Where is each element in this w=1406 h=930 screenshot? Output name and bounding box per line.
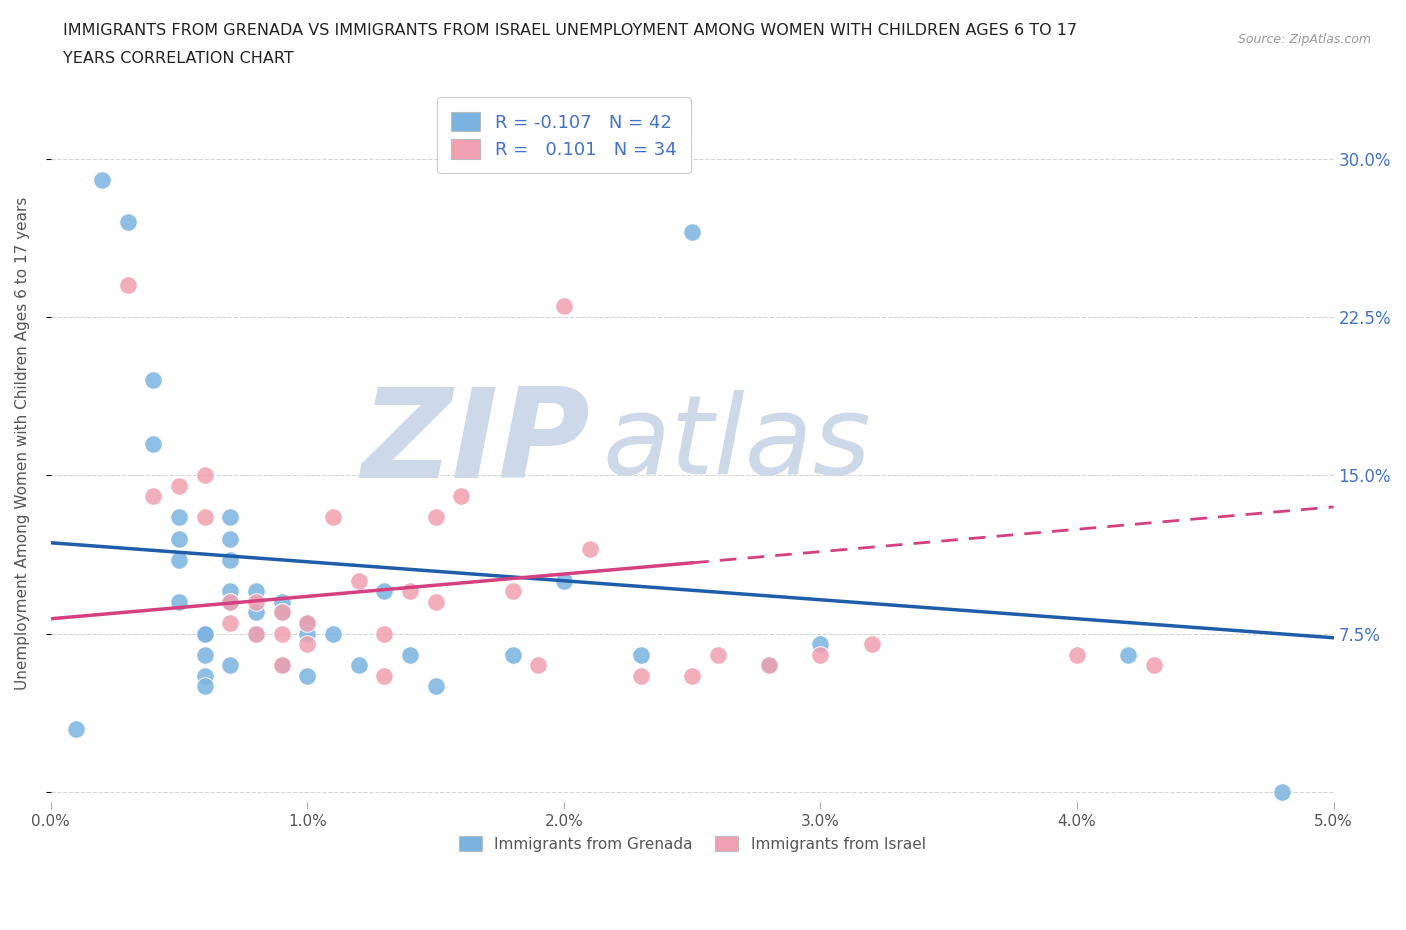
Point — [167, 531, 190, 546]
Point — [810, 647, 832, 662]
Point — [219, 531, 242, 546]
Point — [194, 626, 217, 641]
Point — [194, 468, 217, 483]
Point — [245, 626, 267, 641]
Point — [167, 510, 190, 525]
Point — [502, 647, 524, 662]
Text: YEARS CORRELATION CHART: YEARS CORRELATION CHART — [63, 51, 294, 66]
Point — [1143, 658, 1166, 672]
Point — [810, 637, 832, 652]
Point — [399, 584, 422, 599]
Point — [347, 573, 370, 588]
Point — [758, 658, 780, 672]
Text: atlas: atlas — [602, 390, 870, 497]
Point — [450, 489, 472, 504]
Text: ZIP: ZIP — [361, 383, 589, 504]
Point — [553, 299, 575, 313]
Point — [399, 647, 422, 662]
Point — [425, 679, 447, 694]
Point — [297, 637, 319, 652]
Point — [630, 669, 652, 684]
Point — [373, 669, 395, 684]
Point — [553, 573, 575, 588]
Point — [142, 373, 165, 388]
Point — [270, 605, 292, 620]
Point — [65, 721, 87, 736]
Point — [219, 616, 242, 631]
Point — [117, 278, 139, 293]
Point — [270, 658, 292, 672]
Point — [245, 584, 267, 599]
Point — [270, 605, 292, 620]
Point — [322, 510, 344, 525]
Point — [681, 669, 703, 684]
Point — [219, 658, 242, 672]
Point — [219, 594, 242, 609]
Point — [270, 626, 292, 641]
Point — [245, 605, 267, 620]
Point — [425, 594, 447, 609]
Point — [373, 626, 395, 641]
Point — [373, 584, 395, 599]
Point — [91, 172, 114, 187]
Point — [219, 552, 242, 567]
Point — [245, 626, 267, 641]
Point — [758, 658, 780, 672]
Point — [219, 584, 242, 599]
Point — [707, 647, 730, 662]
Point — [245, 594, 267, 609]
Point — [425, 510, 447, 525]
Point — [117, 215, 139, 230]
Point — [219, 594, 242, 609]
Point — [297, 626, 319, 641]
Point — [167, 552, 190, 567]
Legend: Immigrants from Grenada, Immigrants from Israel: Immigrants from Grenada, Immigrants from… — [451, 828, 934, 859]
Point — [194, 510, 217, 525]
Point — [681, 225, 703, 240]
Point — [297, 616, 319, 631]
Text: Source: ZipAtlas.com: Source: ZipAtlas.com — [1237, 33, 1371, 46]
Point — [1116, 647, 1139, 662]
Point — [219, 510, 242, 525]
Point — [142, 489, 165, 504]
Point — [527, 658, 550, 672]
Point — [167, 478, 190, 493]
Point — [270, 658, 292, 672]
Point — [578, 541, 600, 556]
Point — [297, 669, 319, 684]
Point — [194, 669, 217, 684]
Point — [270, 594, 292, 609]
Point — [167, 594, 190, 609]
Point — [194, 647, 217, 662]
Text: IMMIGRANTS FROM GRENADA VS IMMIGRANTS FROM ISRAEL UNEMPLOYMENT AMONG WOMEN WITH : IMMIGRANTS FROM GRENADA VS IMMIGRANTS FR… — [63, 23, 1077, 38]
Point — [502, 584, 524, 599]
Point — [297, 616, 319, 631]
Point — [347, 658, 370, 672]
Point — [860, 637, 883, 652]
Point — [1066, 647, 1088, 662]
Point — [194, 626, 217, 641]
Point — [322, 626, 344, 641]
Point — [630, 647, 652, 662]
Point — [194, 679, 217, 694]
Point — [1271, 784, 1294, 799]
Y-axis label: Unemployment Among Women with Children Ages 6 to 17 years: Unemployment Among Women with Children A… — [15, 197, 30, 690]
Point — [142, 436, 165, 451]
